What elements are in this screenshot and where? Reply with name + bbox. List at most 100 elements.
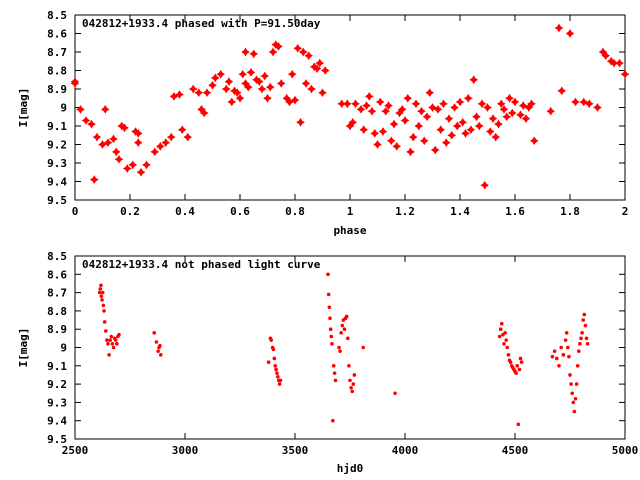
data-point	[142, 160, 151, 170]
data-point	[546, 106, 556, 116]
data-point	[99, 294, 104, 299]
data-point	[503, 331, 507, 335]
data-point	[568, 373, 572, 377]
x-tick-label: 3000	[172, 444, 199, 457]
data-point	[367, 106, 377, 116]
data-point	[266, 360, 271, 364]
data-point	[133, 138, 143, 147]
data-point	[274, 42, 283, 51]
y-tick-label: 9.5	[47, 433, 67, 446]
data-point	[117, 332, 121, 337]
data-point	[100, 290, 105, 295]
data-point	[414, 121, 424, 131]
data-point	[359, 125, 369, 135]
data-point	[497, 334, 502, 339]
data-point	[194, 88, 204, 98]
data-point	[344, 314, 349, 319]
data-point	[480, 180, 490, 190]
data-point	[232, 88, 242, 98]
data-point	[411, 99, 421, 109]
data-point	[103, 138, 113, 147]
data-point	[210, 73, 220, 83]
data-point	[351, 99, 360, 109]
data-point	[183, 132, 193, 142]
data-point	[342, 99, 352, 109]
data-point	[296, 117, 305, 127]
data-point	[320, 66, 330, 75]
y-tick-label: 9	[60, 102, 67, 115]
data-point	[463, 93, 473, 103]
y-tick-label: 8.8	[47, 305, 67, 318]
data-point	[152, 331, 156, 335]
data-point	[452, 121, 462, 131]
data-point	[159, 353, 163, 357]
y-tick-label: 8.7	[47, 46, 67, 59]
data-point	[260, 71, 270, 81]
y-tick-label: 9	[60, 342, 67, 355]
data-point	[265, 82, 275, 92]
data-point	[257, 84, 267, 94]
data-point	[285, 97, 294, 107]
data-point	[111, 147, 121, 157]
data-point	[269, 338, 274, 342]
data-point	[109, 134, 118, 144]
x-tick-label: 1.6	[505, 205, 525, 218]
data-point	[566, 345, 570, 350]
data-point	[373, 140, 382, 149]
x-axis-title: hjd0	[337, 462, 364, 475]
data-point	[304, 51, 314, 61]
y-tick-label: 8.5	[47, 250, 67, 263]
data-point	[346, 336, 350, 341]
data-point	[485, 127, 495, 136]
data-point	[381, 106, 391, 116]
data-point	[461, 129, 470, 138]
data-point	[488, 114, 498, 123]
data-point	[498, 327, 503, 332]
data-point	[620, 69, 630, 79]
data-point	[450, 103, 459, 112]
x-tick-label: 1	[347, 205, 354, 218]
data-point	[580, 331, 584, 335]
data-point	[573, 396, 578, 401]
data-point	[569, 382, 573, 386]
data-point	[518, 101, 528, 110]
data-point	[70, 77, 80, 86]
data-point	[202, 88, 212, 98]
data-point	[563, 338, 568, 342]
data-point	[328, 316, 332, 321]
data-point	[113, 338, 118, 342]
data-point	[574, 382, 579, 386]
data-point	[615, 58, 624, 68]
data-point	[441, 138, 451, 147]
data-point	[98, 287, 103, 291]
data-point	[128, 160, 138, 170]
data-point	[499, 105, 509, 114]
chart-panel-1: 0 0.2 0.4 0.6 0.8 1 1.2 1.4 1.6 1.8 2 8.5 8.6 8.7 8.8 8…	[17, 9, 630, 237]
data-point	[337, 99, 347, 109]
data-point	[564, 331, 569, 335]
x-tick-label: 1.8	[560, 205, 580, 218]
data-point	[527, 99, 536, 109]
data-point	[136, 167, 146, 177]
data-point	[565, 29, 575, 38]
data-point	[115, 342, 119, 346]
data-point	[102, 320, 107, 324]
data-point	[439, 99, 448, 109]
data-point	[552, 349, 557, 353]
data-point	[224, 77, 234, 86]
data-point	[483, 103, 492, 112]
y-tick-label: 9.1	[47, 120, 67, 133]
data-point	[518, 356, 523, 361]
y-tick-label: 9.3	[47, 396, 67, 409]
data-point	[585, 342, 590, 346]
data-point	[577, 349, 581, 353]
data-point	[102, 309, 106, 313]
data-point	[529, 136, 539, 146]
data-point	[572, 409, 577, 414]
data-point	[349, 385, 353, 390]
data-point	[105, 338, 109, 342]
x-tick-label: 4000	[392, 444, 419, 457]
data-point	[347, 364, 351, 368]
y-tick-label: 8.5	[47, 9, 67, 22]
data-point	[156, 349, 160, 353]
